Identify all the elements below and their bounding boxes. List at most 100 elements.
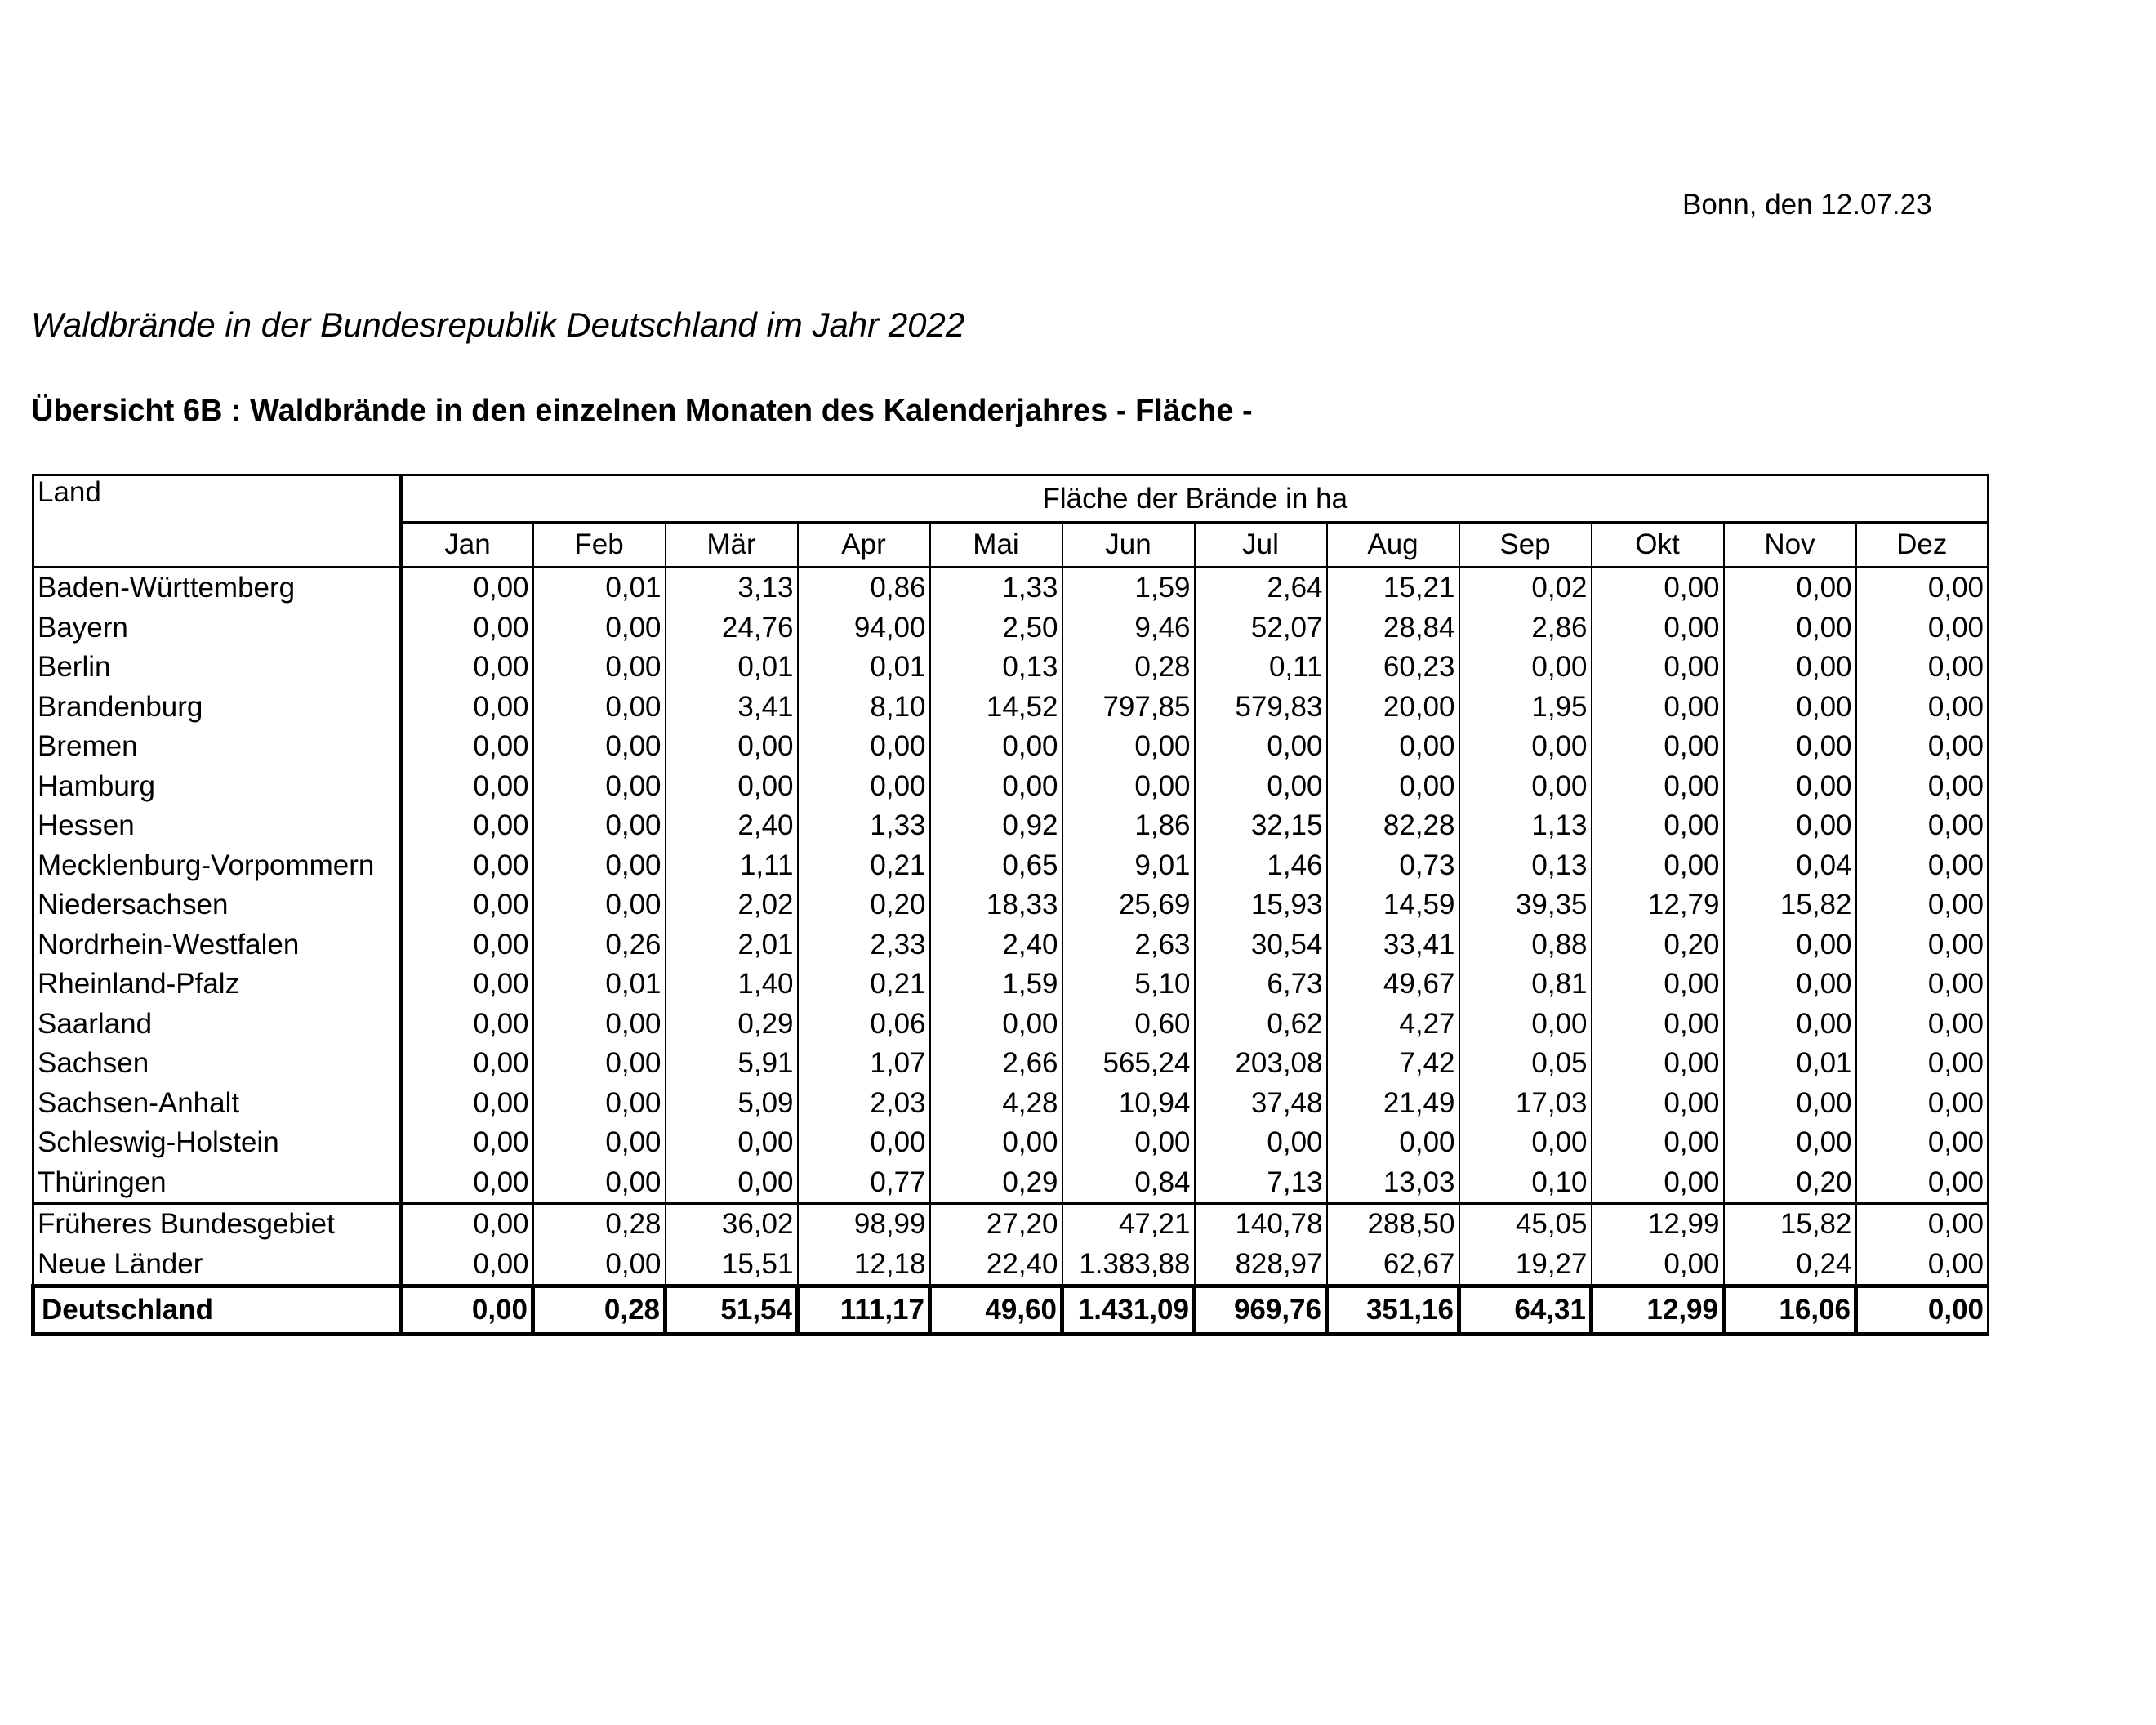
land-name-cell: Saarland (32, 1004, 403, 1044)
area-value-cell: 0,00 (1855, 687, 1990, 727)
area-value-cell: 7,13 (1194, 1162, 1328, 1204)
area-value-cell: 0,28 (532, 1284, 667, 1336)
area-value-cell: 0,00 (1194, 727, 1328, 767)
area-value-cell: 2,66 (929, 1044, 1063, 1084)
area-value-cell: 3,13 (665, 567, 799, 608)
area-value-cell: 0,62 (1194, 1004, 1328, 1044)
area-value-cell: 0,00 (1591, 687, 1725, 727)
area-value-cell: 0,92 (929, 806, 1063, 846)
area-value-cell: 0,00 (797, 727, 931, 767)
area-value-cell: 0,00 (929, 1004, 1063, 1044)
area-value-cell: 39,35 (1459, 885, 1592, 925)
area-value-cell: 0,21 (797, 845, 931, 885)
area-value-cell: 0,00 (1855, 806, 1990, 846)
area-value-cell: 0,00 (1591, 1083, 1725, 1123)
area-value-cell: 5,10 (1062, 965, 1196, 1005)
area-value-cell: 0,00 (1723, 648, 1857, 688)
area-value-cell: 0,00 (1326, 727, 1460, 767)
area-value-cell: 9,46 (1062, 608, 1196, 648)
area-value-cell: 4,28 (929, 1083, 1063, 1123)
area-value-cell: 1,33 (929, 567, 1063, 608)
area-value-cell: 0,01 (665, 648, 799, 688)
land-name-cell: Deutschland (31, 1284, 403, 1336)
area-value-cell: 64,31 (1459, 1284, 1593, 1336)
area-value-cell: 0,00 (400, 885, 534, 925)
area-value-cell: 0,02 (1459, 567, 1592, 608)
area-value-cell: 0,00 (400, 965, 534, 1005)
area-value-cell: 565,24 (1062, 1044, 1196, 1084)
area-value-cell: 0,00 (1723, 1004, 1857, 1044)
area-value-cell: 0,00 (1855, 1044, 1990, 1084)
area-value-cell: 0,29 (929, 1162, 1063, 1204)
area-value-cell: 0,00 (665, 727, 799, 767)
area-value-cell: 0,00 (532, 1004, 666, 1044)
state-row: Bremen 0,00 0,00 0,00 0,00 0,00 0,00 0,00 0,00 0,… (32, 727, 1990, 767)
area-value-cell: 0,00 (665, 766, 799, 806)
region-rows: Früheres Bundesgebiet 0,00 0,28 36,02 98,99 2… (32, 1202, 1990, 1286)
area-value-cell: 0,24 (1723, 1244, 1857, 1286)
area-value-cell: 0,01 (797, 648, 931, 688)
area-value-cell: 0,60 (1062, 1004, 1196, 1044)
area-value-cell: 0,81 (1459, 965, 1592, 1005)
state-row: Hamburg 0,00 0,00 0,00 0,00 0,00 0,00 0,00 0,00 0… (32, 766, 1990, 806)
month-header: Nov (1723, 522, 1857, 568)
area-value-cell: 0,00 (400, 806, 534, 846)
area-value-cell: 111,17 (797, 1284, 932, 1336)
area-value-cell: 288,50 (1326, 1202, 1460, 1245)
state-row: Mecklenburg-Vorpommern 0,00 0,00 1,11 0,21 0,… (32, 845, 1990, 885)
area-value-cell: 0,00 (1855, 608, 1990, 648)
area-value-cell: 828,97 (1194, 1244, 1328, 1286)
area-value-cell: 0,00 (400, 1284, 535, 1336)
area-value-cell: 0,00 (532, 1162, 666, 1204)
area-value-cell: 0,00 (1855, 567, 1990, 608)
area-value-cell: 0,00 (1855, 965, 1990, 1005)
total-row-group: Deutschland 0,00 0,28 51,54 111,17 49,60 1.431… (31, 1284, 1990, 1336)
area-value-cell: 0,00 (1062, 1123, 1196, 1163)
area-value-cell: 0,20 (1591, 925, 1725, 965)
area-value-cell: 2,86 (1459, 608, 1592, 648)
land-name-cell: Berlin (32, 648, 403, 688)
area-value-cell: 7,42 (1326, 1044, 1460, 1084)
region-row: Neue Länder 0,00 0,00 15,51 12,18 22,40 1.383,… (32, 1244, 1990, 1286)
area-value-cell: 2,02 (665, 885, 799, 925)
area-value-cell: 24,76 (665, 608, 799, 648)
area-value-cell: 51,54 (665, 1284, 800, 1336)
month-header: Okt (1591, 522, 1725, 568)
area-value-cell: 2,03 (797, 1083, 931, 1123)
area-value-cell: 0,00 (400, 1044, 534, 1084)
area-value-cell: 0,00 (1062, 727, 1196, 767)
area-value-cell: 0,00 (1723, 766, 1857, 806)
area-value-cell: 797,85 (1062, 687, 1196, 727)
area-value-cell: 0,00 (1459, 1123, 1592, 1163)
area-value-cell: 0,00 (1591, 608, 1725, 648)
area-value-cell: 49,60 (929, 1284, 1064, 1336)
area-value-cell: 0,00 (532, 766, 666, 806)
area-value-cell: 0,00 (1723, 806, 1857, 846)
area-value-cell: 10,94 (1062, 1083, 1196, 1123)
area-value-cell: 0,00 (1855, 1083, 1990, 1123)
area-value-cell: 0,00 (1855, 845, 1990, 885)
area-value-cell: 21,49 (1326, 1083, 1460, 1123)
area-value-cell: 82,28 (1326, 806, 1460, 846)
area-value-cell: 0,00 (929, 766, 1063, 806)
area-value-cell: 0,06 (797, 1004, 931, 1044)
land-name-cell: Niedersachsen (32, 885, 403, 925)
area-value-cell: 12,99 (1591, 1284, 1726, 1336)
area-value-cell: 0,00 (1855, 727, 1990, 767)
area-value-cell: 0,00 (1326, 766, 1460, 806)
area-value-cell: 0,00 (1855, 1244, 1990, 1286)
area-value-cell: 1.431,09 (1062, 1284, 1196, 1336)
area-value-cell: 4,27 (1326, 1004, 1460, 1044)
area-value-cell: 20,00 (1326, 687, 1460, 727)
area-value-cell: 37,48 (1194, 1083, 1328, 1123)
month-header: Sep (1459, 522, 1592, 568)
land-name-cell: Mecklenburg-Vorpommern (32, 845, 403, 885)
area-value-cell: 15,93 (1194, 885, 1328, 925)
land-column-header: Land (32, 474, 403, 568)
state-row: Sachsen-Anhalt 0,00 0,00 5,09 2,03 4,28 10,94 3… (32, 1083, 1990, 1123)
area-value-cell: 1,07 (797, 1044, 931, 1084)
area-value-cell: 1,33 (797, 806, 931, 846)
area-value-cell: 0,65 (929, 845, 1063, 885)
area-value-cell: 0,00 (1591, 766, 1725, 806)
area-value-cell: 0,00 (532, 1044, 666, 1084)
